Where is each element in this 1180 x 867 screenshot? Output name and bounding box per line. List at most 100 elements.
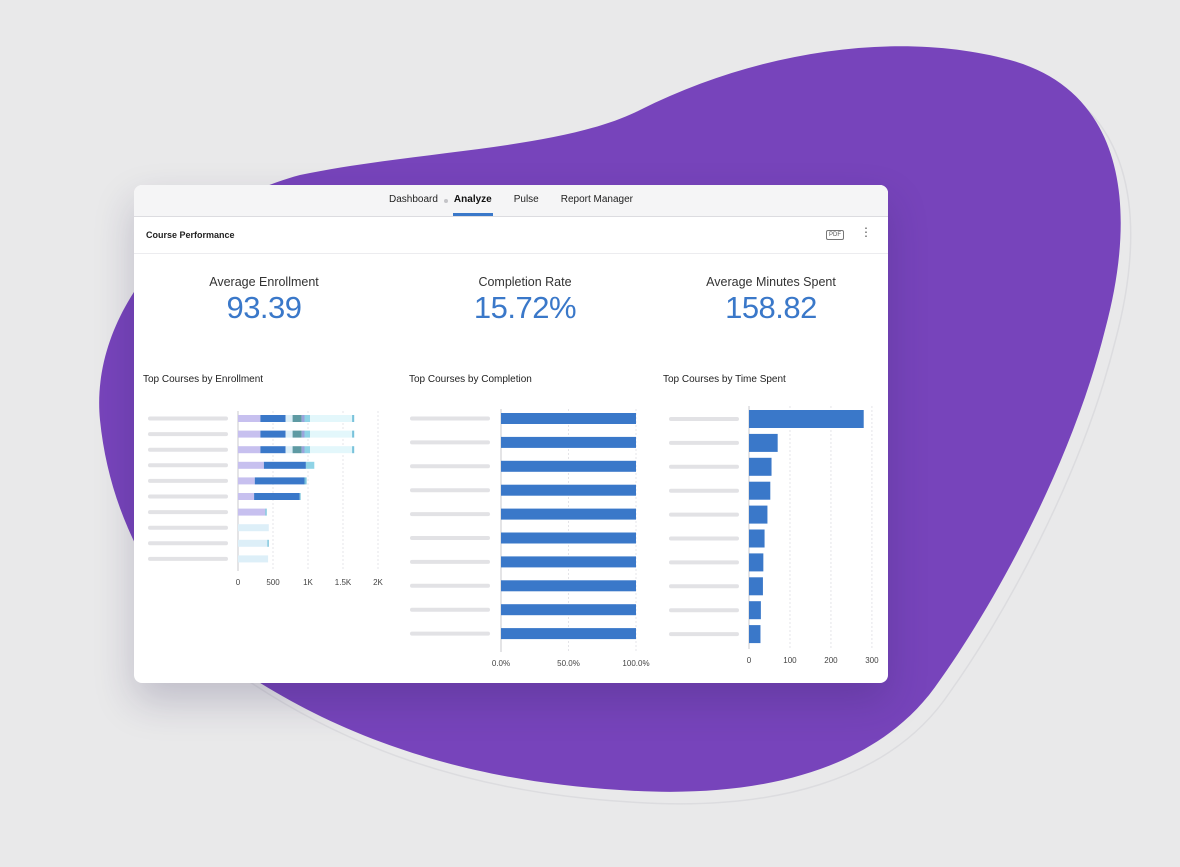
tick-label: 500 [266, 578, 280, 587]
category-label-placeholder [410, 631, 490, 636]
category-label-placeholder [410, 559, 490, 564]
category-label-placeholder [148, 463, 228, 468]
category-label-placeholder [410, 416, 490, 421]
bar-segment [238, 477, 255, 485]
bar-segment [238, 446, 261, 454]
category-label-placeholder [669, 632, 739, 637]
category-label-placeholder [148, 556, 228, 561]
tick-label: 0.0% [492, 659, 510, 668]
tick-label: 100.0% [622, 659, 649, 668]
bar-segment [238, 461, 264, 469]
bar-segment [265, 508, 267, 516]
tab-analyze[interactable]: Analyze [452, 185, 493, 216]
bar-segment [238, 430, 261, 438]
category-label-placeholder [669, 440, 739, 445]
bar-segment [292, 430, 302, 438]
category-label-placeholder [669, 608, 739, 613]
kpi-value: 93.39 [226, 290, 302, 325]
category-label-placeholder [410, 440, 490, 445]
bar-segment [304, 446, 311, 454]
tick-label: 1K [303, 578, 313, 587]
pdf-export-button[interactable]: PDF [826, 230, 844, 240]
bar [501, 532, 636, 544]
category-label-placeholder [148, 510, 228, 515]
bar-segment [292, 446, 302, 454]
bar-segment [301, 415, 305, 422]
top-nav: Dashboard Analyze Pulse Report Manager [134, 185, 888, 217]
report-title: Course Performance [146, 230, 235, 240]
chart-title-completion: Top Courses by Completion [409, 374, 532, 385]
bar [749, 529, 765, 548]
bar-segment [285, 430, 293, 438]
bar [501, 628, 636, 640]
bar-segment [260, 415, 286, 422]
bar-segment [301, 430, 305, 438]
category-label-placeholder [669, 512, 739, 517]
bar [749, 505, 768, 524]
tick-label: 0 [236, 578, 241, 587]
category-label-placeholder [148, 447, 228, 452]
tick-label: 2K [373, 578, 383, 587]
bar-segment [263, 461, 306, 469]
category-label-placeholder [410, 464, 490, 469]
bar-segment [238, 555, 269, 563]
category-label-placeholder [410, 536, 490, 540]
bar [749, 577, 763, 596]
bar-segment [304, 477, 307, 485]
bar [501, 436, 636, 448]
bar [501, 413, 636, 424]
kpi-label: Completion Rate [478, 275, 572, 289]
category-label-placeholder [669, 536, 739, 541]
bar [749, 553, 764, 572]
category-label-placeholder [148, 541, 228, 546]
category-label-placeholder [148, 416, 228, 421]
kpi-label: Average Enrollment [209, 275, 319, 289]
bar-segment [238, 493, 255, 500]
bar [501, 484, 636, 496]
bar-segment [305, 461, 315, 469]
tick-label: 1.5K [335, 578, 352, 587]
bar-segment [310, 446, 353, 454]
category-label-placeholder [669, 560, 739, 565]
kpi-label: Average Minutes Spent [706, 275, 836, 289]
bar-segment [238, 524, 269, 532]
bar-segment [254, 493, 300, 500]
chart-completion: 0.0% 50.0% 100.0% [410, 409, 650, 668]
bar [501, 460, 636, 472]
bar-segment [352, 446, 355, 454]
chart-time-spent: 0 100 200 300 [669, 406, 879, 665]
kpi-average-minutes-spent: Average Minutes Spent 158.82 [671, 275, 871, 326]
bar-segment [310, 415, 353, 422]
kpi-completion-rate: Completion Rate 15.72% [425, 275, 625, 326]
bar [749, 457, 772, 476]
chart-enrollment: 0 500 1K 1.5K 2K [148, 411, 384, 587]
category-label-placeholder [148, 525, 228, 530]
tab-dashboard[interactable]: Dashboard [389, 194, 438, 205]
bar [749, 433, 778, 452]
nav-separator [443, 198, 448, 203]
category-label-placeholder [669, 417, 739, 421]
tab-pulse[interactable]: Pulse [513, 194, 539, 205]
tab-report-manager[interactable]: Report Manager [560, 194, 633, 205]
bar-segment [301, 446, 305, 454]
bar [749, 601, 761, 620]
tick-label: 200 [824, 656, 838, 665]
category-label-placeholder [148, 432, 228, 437]
bar-segment [238, 415, 261, 422]
bar-segment [310, 430, 353, 438]
bar [501, 508, 636, 520]
report-header: Course Performance PDF ⋮ [134, 217, 888, 254]
category-label-placeholder [410, 583, 490, 588]
category-label-placeholder [410, 488, 490, 493]
bar-segment [352, 430, 355, 438]
bar-segment [292, 415, 302, 422]
more-options-icon[interactable]: ⋮ [860, 225, 872, 239]
bar-segment [254, 477, 305, 485]
tick-label: 0 [747, 656, 752, 665]
bar [749, 410, 864, 428]
tick-label: 300 [865, 656, 879, 665]
category-label-placeholder [669, 584, 739, 589]
kpi-value: 15.72% [473, 290, 577, 325]
category-label-placeholder [148, 478, 228, 483]
bar-segment [260, 446, 286, 454]
